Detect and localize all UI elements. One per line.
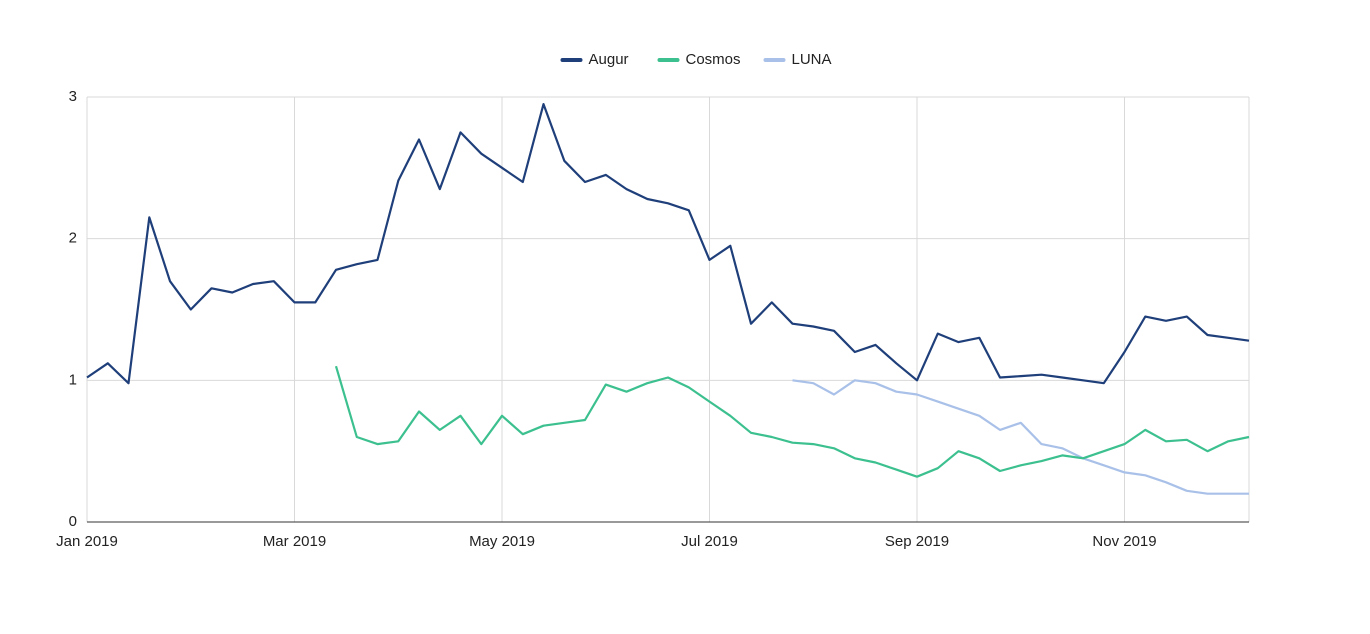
x-tick-label: Jul 2019 [681, 533, 738, 550]
y-tick-label: 0 [69, 513, 77, 530]
x-tick-label: Nov 2019 [1092, 533, 1156, 550]
legend-label: Cosmos [686, 51, 741, 68]
x-tick-label: Mar 2019 [263, 533, 326, 550]
x-tick-label: May 2019 [469, 533, 535, 550]
y-tick-label: 2 [69, 230, 77, 247]
series-line [334, 365, 1250, 478]
legend-label: Augur [589, 51, 629, 68]
series-line [86, 103, 1250, 385]
x-tick-label: Jan 2019 [56, 533, 118, 550]
y-tick-label: 3 [69, 88, 77, 105]
series-line [792, 379, 1249, 495]
y-tick-label: 1 [69, 371, 77, 388]
legend-label: LUNA [792, 51, 832, 68]
x-tick-label: Sep 2019 [885, 533, 949, 550]
